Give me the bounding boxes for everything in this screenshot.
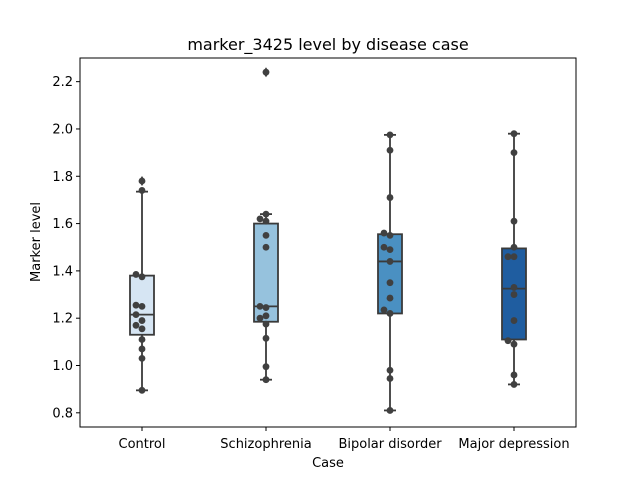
data-point	[138, 177, 146, 185]
data-point	[132, 301, 140, 309]
x-tick-label: Control	[119, 437, 166, 452]
y-tick-label: 1.2	[52, 312, 73, 327]
data-point	[386, 375, 394, 382]
data-point	[386, 131, 394, 139]
data-point	[510, 291, 518, 298]
data-point	[262, 243, 270, 251]
data-point	[138, 345, 146, 353]
data-point	[138, 302, 146, 310]
data-point	[386, 279, 394, 287]
data-point	[256, 314, 264, 322]
data-point	[386, 366, 394, 374]
data-point	[386, 194, 394, 201]
chart-title: marker_3425 level by disease case	[187, 35, 468, 55]
data-point	[510, 217, 518, 225]
y-tick-label: 1.0	[52, 359, 73, 374]
y-tick-label: 1.6	[52, 217, 73, 232]
x-axis: Control Schizophrenia Bipolar disorder Majo…	[119, 427, 570, 452]
x-tick-label: Schizophrenia	[220, 437, 311, 452]
data-point	[380, 306, 388, 314]
points-layer	[132, 68, 518, 414]
y-tick-label: 0.8	[52, 406, 73, 421]
data-point	[386, 146, 394, 154]
data-point	[510, 253, 518, 261]
data-point	[262, 334, 270, 342]
data-point	[386, 407, 394, 414]
data-point	[138, 273, 146, 281]
data-point	[262, 363, 270, 371]
y-tick-label: 2.2	[52, 75, 73, 90]
x-tick-label: Major depression	[458, 437, 569, 452]
data-point	[262, 217, 270, 225]
data-point	[386, 232, 394, 239]
plot-frame	[79, 57, 577, 428]
data-point	[510, 130, 518, 138]
data-point	[262, 312, 270, 320]
data-point	[386, 310, 394, 317]
data-point	[262, 210, 270, 218]
y-axis-label: Marker level	[29, 202, 44, 282]
x-axis-label: Case	[312, 456, 344, 471]
data-point	[504, 253, 512, 261]
data-point	[510, 149, 518, 157]
data-point	[262, 232, 270, 239]
data-point	[510, 381, 518, 388]
x-tick-label: Bipolar disorder	[338, 437, 442, 452]
y-tick-label: 1.4	[52, 264, 73, 279]
data-point	[138, 325, 146, 333]
data-point	[138, 336, 146, 343]
data-point	[256, 302, 264, 310]
data-point	[386, 258, 394, 265]
data-point	[132, 321, 140, 329]
data-point	[386, 294, 394, 302]
data-point	[262, 304, 270, 311]
data-point	[510, 340, 518, 348]
data-point	[138, 355, 146, 362]
data-point	[132, 311, 140, 319]
data-point	[132, 271, 140, 278]
data-point	[510, 284, 518, 291]
data-point	[138, 317, 146, 324]
data-point	[138, 386, 146, 394]
data-point	[510, 371, 518, 379]
data-point	[380, 243, 388, 251]
data-point	[262, 68, 270, 76]
data-point	[380, 229, 388, 237]
data-point	[504, 337, 512, 345]
data-point	[262, 376, 270, 384]
data-point	[262, 320, 270, 328]
data-point	[138, 187, 146, 194]
boxes-layer	[129, 67, 527, 412]
y-tick-label: 2.0	[52, 122, 73, 137]
data-point	[510, 243, 518, 251]
y-tick-label: 1.8	[52, 170, 73, 185]
data-point	[510, 317, 518, 324]
data-point	[386, 246, 394, 253]
data-point	[256, 215, 264, 223]
y-axis: 0.8 1.0 1.2 1.4 1.6 1.8 2.0 2.2	[52, 75, 80, 421]
